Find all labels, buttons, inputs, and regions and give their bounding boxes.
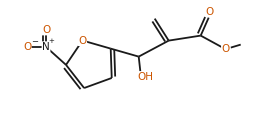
Text: O: O <box>78 36 87 46</box>
Text: O: O <box>42 25 50 35</box>
Text: OH: OH <box>138 72 154 82</box>
Text: O: O <box>222 44 230 54</box>
Text: O: O <box>23 42 31 52</box>
Text: +: + <box>48 38 54 44</box>
Text: O: O <box>205 7 214 17</box>
Text: −: − <box>32 37 39 46</box>
Text: N: N <box>42 42 50 52</box>
